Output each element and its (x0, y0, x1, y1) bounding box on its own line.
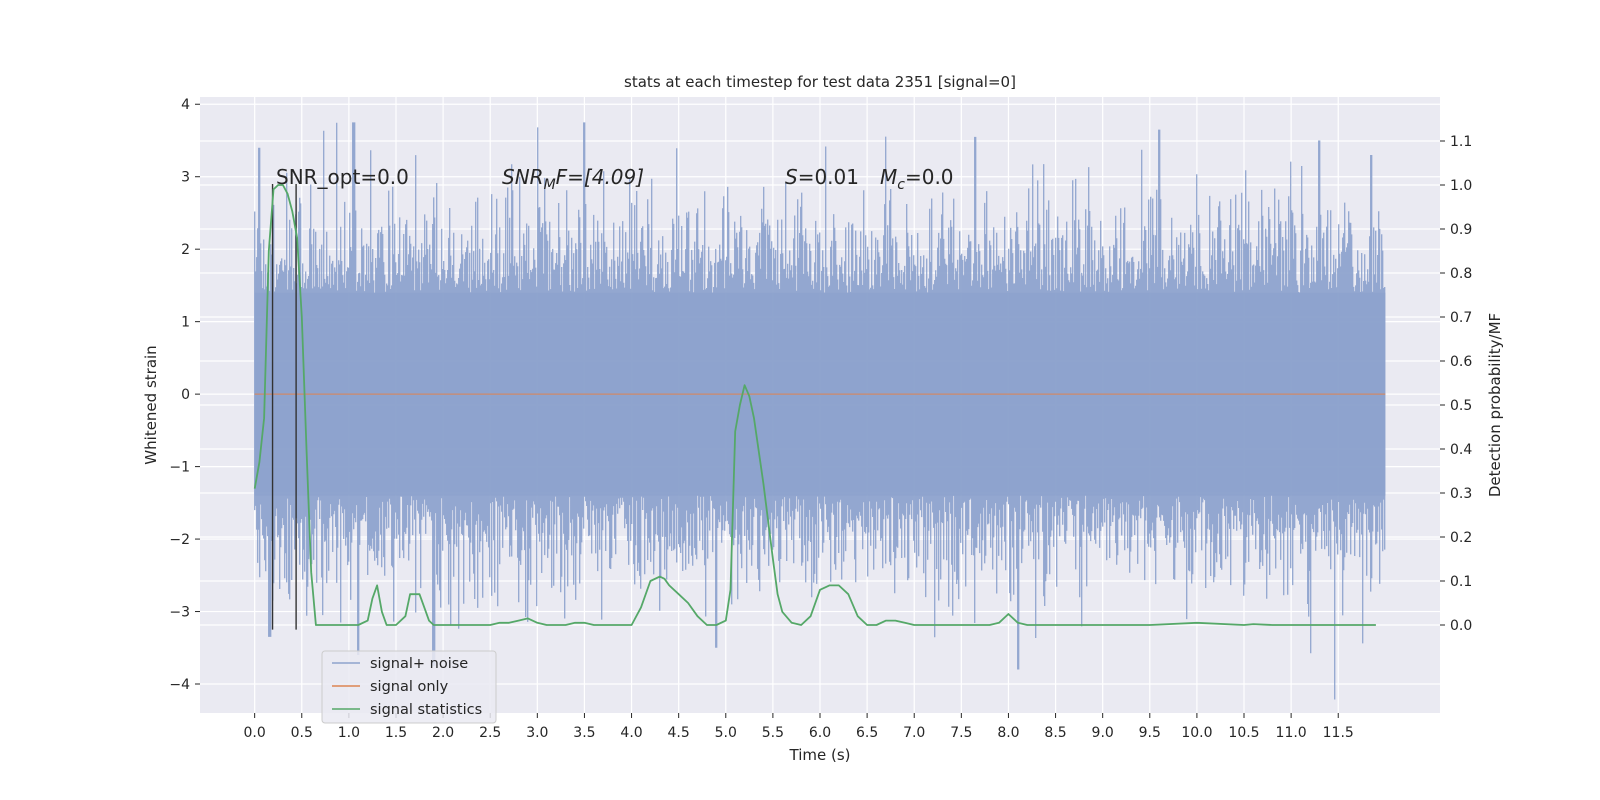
legend: signal+ noise signal only signal statist… (321, 650, 497, 724)
legend-box (321, 650, 497, 724)
traces (253, 122, 1386, 700)
x-tick-label: 4.0 (620, 725, 642, 741)
y-left-tick-label: −2 (169, 532, 190, 548)
y-axis-label-right: Detection probability/MF (1486, 313, 1504, 497)
annotation-snr-mf: SNRMF=[4.09] (502, 165, 644, 193)
x-tick-label: 11.0 (1276, 725, 1307, 741)
x-tick-label: 4.5 (668, 725, 690, 741)
y-right-ticks: 1.1 1.0 0.9 0.8 0.7 0.6 0.5 0.4 0.3 0.2 0.1 0.0 (1440, 134, 1472, 634)
x-tick-label: 5.0 (715, 725, 737, 741)
x-tick-label: 8.5 (1044, 725, 1066, 741)
snr-mf-subscript: M (544, 177, 556, 193)
y-right-tick-label: 0.9 (1450, 222, 1472, 238)
x-tick-label: 6.5 (856, 725, 878, 741)
y-axis-label-left: Whitened strain (142, 345, 160, 464)
snr-mf-prefix: SNR (502, 165, 544, 189)
x-tick-label: 6.0 (809, 725, 831, 741)
annotation-s: S=0.01 (785, 165, 859, 189)
mc-subscript: c (897, 177, 905, 193)
chart-title: stats at each timestep for test data 235… (624, 73, 1016, 91)
x-tick-label: 7.0 (903, 725, 925, 741)
x-tick-label: 9.5 (1139, 725, 1161, 741)
mc-label: M (880, 165, 897, 189)
x-tick-label: 0.0 (244, 725, 266, 741)
s-value: =0.01 (798, 165, 859, 189)
x-tick-label: 0.5 (291, 725, 313, 741)
y-left-tick-label: 4 (181, 97, 190, 113)
x-tick-label: 10.0 (1181, 725, 1212, 741)
y-left-tick-label: 3 (181, 170, 190, 186)
y-right-tick-label: 0.6 (1450, 354, 1472, 370)
annotation-mc: Mc=0.0 (880, 165, 954, 193)
x-tick-label: 3.5 (573, 725, 595, 741)
x-tick-label: 7.5 (950, 725, 972, 741)
y-left-tick-label: −1 (169, 460, 190, 476)
signal-statistics-polyline (253, 184, 1376, 626)
y-left-tick-label: −3 (169, 605, 190, 621)
legend-label-signal-only: signal only (370, 679, 449, 695)
y-right-tick-label: 0.8 (1450, 266, 1472, 282)
y-left-tick-label: 1 (181, 315, 190, 331)
x-tick-label: 11.5 (1323, 725, 1354, 741)
y-left-tick-label: −4 (169, 677, 190, 693)
x-tick-label: 3.0 (526, 725, 548, 741)
y-right-tick-label: 0.2 (1450, 530, 1472, 546)
x-axis-label: Time (s) (789, 746, 851, 764)
y-right-tick-label: 0.4 (1450, 442, 1472, 458)
y-right-tick-label: 0.0 (1450, 618, 1472, 634)
x-tick-label: 2.5 (479, 725, 501, 741)
x-ticks: 0.0 0.5 1.0 1.5 2.0 2.5 3.0 3.5 4.0 4.5 5.0 5.5 6.0 6… (244, 713, 1354, 741)
y-right-tick-label: 1.1 (1450, 134, 1472, 150)
y-right-tick-label: 0.3 (1450, 486, 1472, 502)
legend-label-signal-noise: signal+ noise (370, 656, 468, 672)
s-label: S (785, 165, 798, 189)
x-tick-label: 1.0 (338, 725, 360, 741)
mc-value: =0.0 (905, 165, 954, 189)
legend-label-signal-statistics: signal statistics (370, 702, 482, 718)
y-right-tick-label: 0.1 (1450, 574, 1472, 590)
signal-statistics-line (253, 184, 1376, 626)
y-left-tick-label: 0 (181, 387, 190, 403)
y-right-tick-label: 0.5 (1450, 398, 1472, 414)
y-right-tick-label: 1.0 (1450, 178, 1472, 194)
x-tick-label: 10.5 (1228, 725, 1259, 741)
y-left-ticks: 4 3 2 1 0 −1 −2 −3 −4 (169, 97, 200, 693)
vertical-markers (271, 183, 297, 630)
annotation-snr-opt: SNR_opt=0.0 (276, 165, 409, 189)
x-tick-label: 1.5 (385, 725, 407, 741)
y-left-tick-label: 2 (181, 242, 190, 258)
x-tick-label: 9.0 (1092, 725, 1114, 741)
x-tick-label: 8.0 (997, 725, 1019, 741)
x-tick-label: 5.5 (762, 725, 784, 741)
snr-mf-suffix: F=[4.09] (556, 165, 644, 189)
x-tick-label: 2.0 (432, 725, 454, 741)
y-right-tick-label: 0.7 (1450, 310, 1472, 326)
